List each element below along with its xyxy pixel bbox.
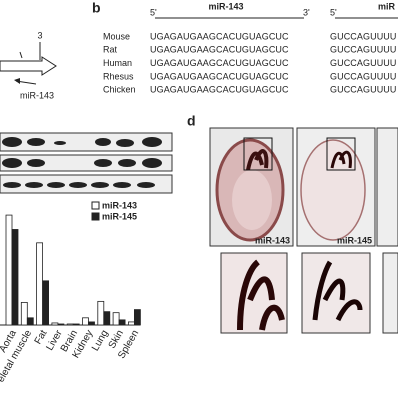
legend-label: miR-145 [102,211,137,221]
sequence: UGAGAUGAAGCACUGUAGCUC [150,71,289,81]
sequence: UGAGAUGAAGCACUGUAGCUC [150,31,289,41]
bar [103,311,111,326]
image-label: miR-143 [255,235,290,245]
sequence: GUCCAGUUUU [330,58,397,68]
bar [127,321,135,326]
bar [26,317,34,326]
bar [88,321,95,326]
five-prime: 5' [150,7,157,17]
bar [72,323,80,326]
bar [112,312,120,326]
bar [57,323,65,326]
legend-swatch [91,212,100,221]
panel-label: d [187,113,196,129]
species: Chicken [103,85,136,95]
sequence: UGAGAUGAAGCACUGUAGCUC [150,45,289,55]
gene-diagram [0,42,57,85]
bar [11,229,19,326]
legend-label: miR-143 [102,200,137,210]
sequence: GUCCAGUUUU [330,71,397,81]
species: Rat [103,45,118,55]
species: Rhesus [103,71,134,81]
bar [51,322,59,326]
bar [66,323,74,326]
sequence: UGAGAUGAAGCACUGUAGCUC [150,85,289,95]
bar [118,319,126,326]
five-prime: 5' [330,7,337,17]
western-blot [0,132,173,194]
species: Human [103,58,132,68]
image-label: miR-145 [337,235,372,245]
bar [20,301,28,326]
bar [5,214,13,326]
bar [97,300,105,326]
in-situ-images [209,127,398,334]
legend-swatch [91,201,100,210]
transcript-label: miR-143 [20,90,54,100]
sequence: UGAGAUGAAGCACUGUAGCUC [150,58,289,68]
x-tick-label: Lung [90,328,111,353]
bar [42,280,49,326]
sequence: GUCCAGUUUU [330,45,397,55]
bar [36,242,43,326]
mirna-name: miR-143 [208,1,243,11]
bar [133,309,141,326]
sequence-table: Mouse UGAGAUGAAGCACUGUAGCUC GUCCAGUUUU Rat U… [103,31,397,95]
species: Mouse [103,31,130,41]
mirna-name: miR [378,1,396,11]
three-prime: 3' [303,7,310,17]
panel-label: b [92,0,101,16]
sequence: GUCCAGUUUU [330,85,397,95]
bar [82,317,89,326]
exon-label: 3 [37,30,42,40]
sequence: GUCCAGUUUU [330,31,397,41]
